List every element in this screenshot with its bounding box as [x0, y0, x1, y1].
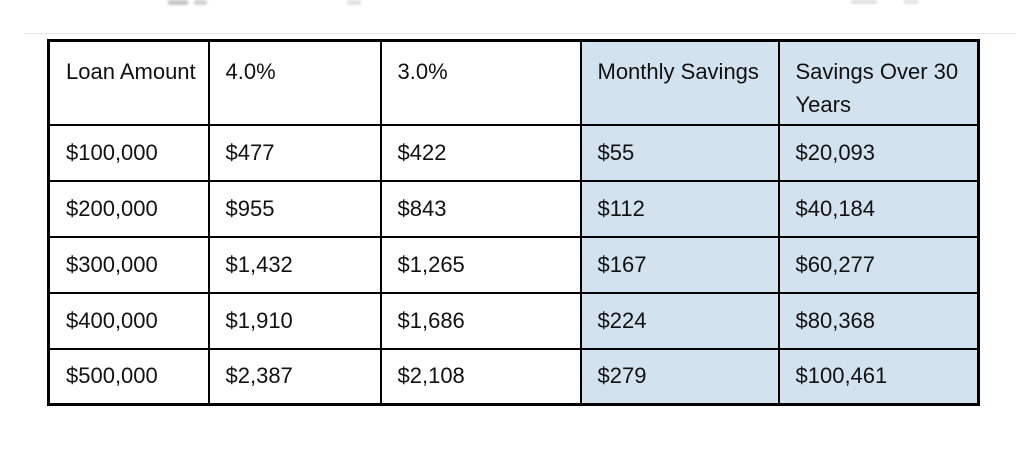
- table-row: $200,000 $955 $843 $112 $40,184: [47, 179, 980, 238]
- payment-3pct-cell: $422: [379, 123, 582, 182]
- cropped-text-artifact: [194, 0, 207, 5]
- payment-3pct-cell: $1,686: [379, 291, 582, 350]
- payment-4pct-cell: $2,387: [207, 347, 382, 406]
- col-header-savings-over-30-years: Savings Over 30 Years: [777, 39, 980, 126]
- payment-4pct-cell: $1,910: [207, 291, 382, 350]
- table-row: $400,000 $1,910 $1,686 $224 $80,368: [47, 291, 980, 350]
- cropped-text-artifact: [903, 0, 919, 4]
- savings-30yr-cell: $100,461: [777, 347, 980, 406]
- monthly-savings-cell: $167: [579, 235, 780, 294]
- header-row: Loan Amount 4.0% 3.0% Monthly Savings Sa…: [47, 39, 980, 126]
- col-header-rate-3-percent: 3.0%: [379, 39, 582, 126]
- faint-horizontal-rule: [24, 33, 1016, 34]
- table-row: $300,000 $1,432 $1,265 $167 $60,277: [47, 235, 980, 294]
- payment-4pct-cell: $1,432: [207, 235, 382, 294]
- col-header-rate-4-percent: 4.0%: [207, 39, 382, 126]
- loan-amount-cell: $100,000: [47, 123, 210, 182]
- monthly-savings-cell: $55: [579, 123, 780, 182]
- table-row: $500,000 $2,387 $2,108 $279 $100,461: [47, 347, 980, 406]
- savings-30yr-cell: $40,184: [777, 179, 980, 238]
- loan-amount-cell: $200,000: [47, 179, 210, 238]
- monthly-savings-cell: $112: [579, 179, 780, 238]
- savings-30yr-cell: $60,277: [777, 235, 980, 294]
- col-header-loan-amount: Loan Amount: [47, 39, 210, 126]
- savings-30yr-cell: $20,093: [777, 123, 980, 182]
- cropped-text-artifact: [168, 0, 188, 5]
- monthly-savings-cell: $279: [579, 347, 780, 406]
- col-header-monthly-savings: Monthly Savings: [579, 39, 780, 126]
- cropped-text-artifact: [851, 0, 877, 4]
- loan-amount-cell: $400,000: [47, 291, 210, 350]
- table-row: $100,000 $477 $422 $55 $20,093: [47, 123, 980, 182]
- payment-3pct-cell: $843: [379, 179, 582, 238]
- monthly-savings-cell: $224: [579, 291, 780, 350]
- cropped-text-artifact: [347, 0, 361, 5]
- savings-30yr-cell: $80,368: [777, 291, 980, 350]
- refinance-savings-table: Loan Amount 4.0% 3.0% Monthly Savings Sa…: [47, 39, 980, 406]
- payment-3pct-cell: $2,108: [379, 347, 582, 406]
- loan-amount-cell: $300,000: [47, 235, 210, 294]
- payment-3pct-cell: $1,265: [379, 235, 582, 294]
- payment-4pct-cell: $477: [207, 123, 382, 182]
- payment-4pct-cell: $955: [207, 179, 382, 238]
- loan-amount-cell: $500,000: [47, 347, 210, 406]
